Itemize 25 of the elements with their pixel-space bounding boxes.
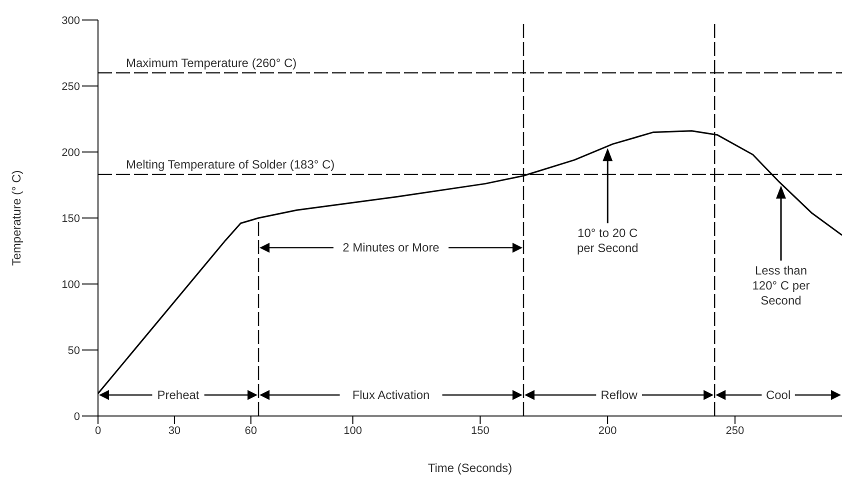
- x-tick-label: 0: [94, 424, 102, 437]
- annotation: 2 Minutes or More: [342, 240, 440, 255]
- ref-line-label: Maximum Temperature (260° C): [126, 56, 297, 70]
- x-tick-label: 250: [726, 424, 744, 437]
- ref-line-label: Melting Temperature of Solder (183° C): [126, 157, 335, 172]
- annotation: Less than 120° C per Second: [752, 264, 810, 308]
- y-tick-label: 300: [62, 14, 80, 27]
- y-tick-label: 0: [74, 410, 80, 423]
- annotation: 10° to 20 C per Second: [576, 226, 638, 256]
- annotation: Flux Activation: [352, 388, 430, 402]
- x-axis-title: Time (Seconds): [428, 461, 512, 475]
- x-tick-label: 150: [471, 424, 490, 437]
- x-tick-label: 30: [168, 424, 181, 437]
- x-tick-label: 60: [244, 424, 257, 437]
- y-tick-label: 50: [68, 344, 80, 357]
- x-tick-label: 200: [598, 424, 617, 437]
- annotation: Cool: [766, 388, 791, 402]
- y-tick-label: 100: [62, 278, 80, 291]
- annotation: Reflow: [600, 388, 638, 402]
- annotation: Preheat: [157, 388, 200, 402]
- y-axis-title: Temperature (° C): [9, 170, 24, 266]
- y-tick-label: 150: [62, 212, 80, 225]
- y-tick-label: 200: [62, 146, 80, 159]
- y-tick-label: 250: [62, 80, 80, 93]
- x-tick-label: 100: [344, 424, 362, 437]
